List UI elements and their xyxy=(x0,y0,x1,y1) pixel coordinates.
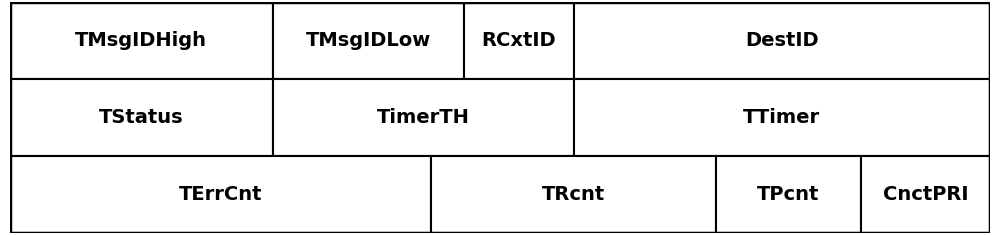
Text: TPcnt: TPcnt xyxy=(757,185,819,204)
Bar xyxy=(273,79,574,156)
Bar xyxy=(861,156,990,233)
Text: TimerTH: TimerTH xyxy=(377,108,470,127)
Bar xyxy=(574,79,990,156)
Text: TMsgIDHigh: TMsgIDHigh xyxy=(75,31,207,50)
Bar xyxy=(716,156,861,233)
Bar xyxy=(574,2,990,79)
Text: TTimer: TTimer xyxy=(743,108,820,127)
Text: TMsgIDLow: TMsgIDLow xyxy=(306,31,431,50)
Text: TStatus: TStatus xyxy=(99,108,184,127)
Bar xyxy=(273,2,464,79)
Text: TRcnt: TRcnt xyxy=(542,185,605,204)
Bar xyxy=(10,156,431,233)
Bar xyxy=(464,2,574,79)
Bar xyxy=(10,2,273,79)
Text: CnctPRI: CnctPRI xyxy=(883,185,968,204)
Bar xyxy=(431,156,716,233)
Text: DestID: DestID xyxy=(745,31,819,50)
Text: RCxtID: RCxtID xyxy=(481,31,556,50)
Bar xyxy=(10,79,273,156)
Text: TErrCnt: TErrCnt xyxy=(179,185,262,204)
